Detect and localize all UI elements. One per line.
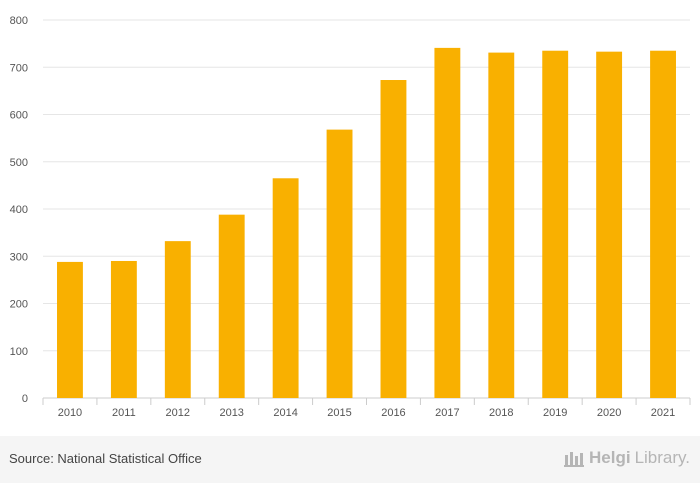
- x-tick-label: 2016: [381, 407, 405, 419]
- x-tick-label: 2012: [166, 407, 190, 419]
- y-tick-label: 0: [22, 393, 28, 405]
- x-tick-label: 2020: [597, 407, 621, 419]
- bar-2012: [164, 241, 191, 398]
- x-tick-label: 2018: [489, 407, 513, 419]
- brand-name-part1: Helgi: [589, 448, 631, 467]
- bar-2017: [434, 47, 461, 398]
- y-tick-label: 700: [10, 62, 28, 74]
- bar-2014: [272, 178, 299, 398]
- y-tick-label: 400: [10, 204, 28, 216]
- x-tick-label: 2013: [219, 407, 243, 419]
- footer: Source: National Statistical Office Helg…: [0, 436, 700, 483]
- source-note: Source: National Statistical Office: [9, 451, 202, 466]
- y-tick-label: 300: [10, 251, 28, 263]
- bar-2019: [542, 50, 569, 399]
- x-tick-label: 2015: [327, 407, 351, 419]
- x-tick-label: 2014: [273, 407, 297, 419]
- y-tick-label: 200: [10, 299, 28, 311]
- y-tick-label: 600: [10, 110, 28, 122]
- y-tick-label: 800: [10, 15, 28, 27]
- x-tick-label: 2021: [651, 407, 675, 419]
- y-tick-label: 500: [10, 157, 28, 169]
- x-axis-ticks: 2010 2011 2012 2013 2014 2015 2016 2017 2018 2019…: [42, 398, 691, 419]
- bar-2021: [650, 50, 676, 399]
- bar-2011: [110, 260, 137, 398]
- bar-2010: [57, 261, 83, 398]
- brand-logo: Helgi Library.: [563, 448, 690, 468]
- brand-name-part2: Library.: [634, 448, 690, 467]
- library-icon: [564, 452, 584, 467]
- bar-2020: [596, 51, 623, 398]
- bar-2013: [218, 214, 245, 398]
- y-tick-label: 100: [10, 346, 28, 358]
- x-tick-label: 2019: [543, 407, 567, 419]
- bar-2016: [380, 80, 407, 398]
- bar-2018: [488, 52, 515, 398]
- bars: [57, 47, 676, 399]
- x-tick-label: 2017: [435, 407, 459, 419]
- grid-lines: [43, 19, 690, 399]
- bar-2015: [326, 129, 353, 398]
- x-tick-label: 2011: [112, 407, 136, 419]
- y-axis-ticks: 0 100 200 300 400 500 600 700 800: [10, 15, 28, 405]
- x-tick-label: 2010: [58, 407, 82, 419]
